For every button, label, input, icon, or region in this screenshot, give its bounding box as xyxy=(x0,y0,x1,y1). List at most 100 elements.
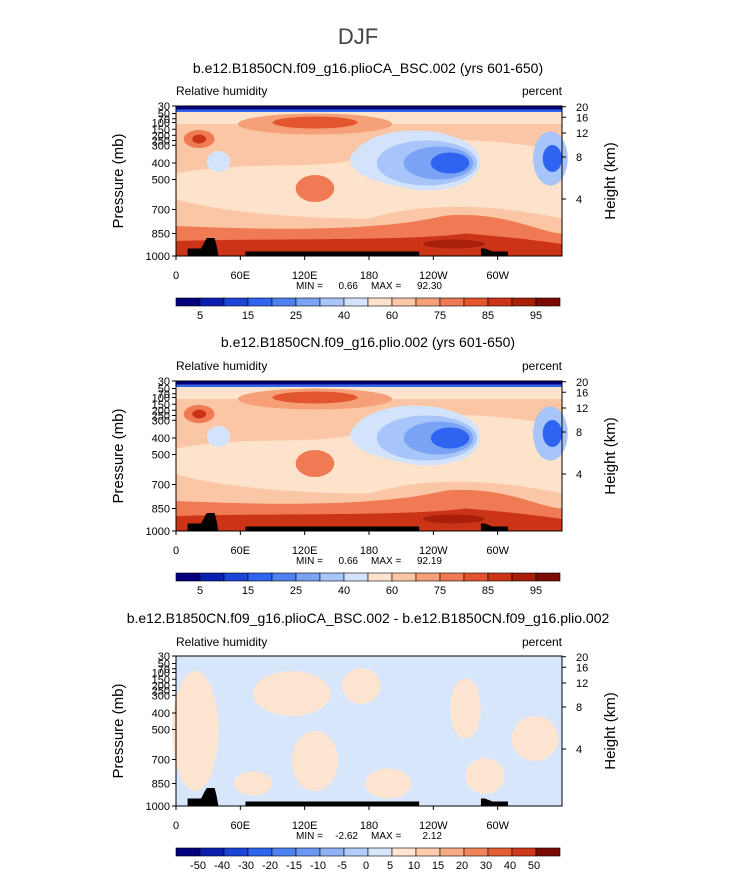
pressure-tick-label: 30 xyxy=(158,101,170,113)
pressure-tick-label: 100 xyxy=(152,668,170,680)
min-label: MIN = xyxy=(296,831,323,842)
height-tick-label: 8 xyxy=(576,152,582,164)
colorbar-label: -30 xyxy=(238,860,254,872)
colorbar-swatch xyxy=(295,847,321,857)
lon-tick-label: 60E xyxy=(231,270,251,282)
colorbar-swatch xyxy=(223,572,249,582)
field-contour xyxy=(176,106,562,110)
colorbar-label: 15 xyxy=(432,860,444,872)
colorbar-label: -40 xyxy=(214,860,230,872)
colorbar-label: 85 xyxy=(482,585,494,597)
colorbar-swatch xyxy=(367,297,393,307)
colorbar-label: -50 xyxy=(190,860,206,872)
height-tick-label: 12 xyxy=(576,678,588,690)
colorbar-swatch xyxy=(319,297,345,307)
field-contour xyxy=(176,384,562,387)
field-contour xyxy=(423,514,485,524)
max-value: 92.19 xyxy=(417,556,442,567)
units-label: percent xyxy=(522,359,563,373)
colorbar-swatch xyxy=(343,572,369,582)
pressure-tick-label: 1000 xyxy=(146,801,170,813)
pressure-tick-label: 50 xyxy=(158,659,170,671)
max-label: MAX = xyxy=(371,281,401,292)
field-contour xyxy=(176,109,562,112)
colorbar-label: 75 xyxy=(434,310,446,322)
pressure-tick-label: 200 xyxy=(152,130,170,142)
colorbar-label: 5 xyxy=(387,860,393,872)
field-contour xyxy=(450,678,481,739)
colorbar-swatch xyxy=(367,572,393,582)
pressure-tick-label: 300 xyxy=(152,415,170,427)
colorbar-label: 50 xyxy=(528,860,540,872)
height-tick-label: 4 xyxy=(576,744,582,756)
units-label: percent xyxy=(522,84,563,98)
pressure-tick-label: 100 xyxy=(152,118,170,130)
min-value: 0.66 xyxy=(339,556,359,567)
lon-tick-label: 120W xyxy=(419,270,448,282)
field-contour xyxy=(295,175,335,202)
field-contour xyxy=(542,145,562,172)
pressure-tick-label: 50 xyxy=(158,109,170,121)
colorbar-swatch xyxy=(439,572,465,582)
height-tick-label: 20 xyxy=(576,652,588,664)
min-label: MIN = xyxy=(296,556,323,567)
field-contour xyxy=(176,381,562,385)
lon-tick-label: 60W xyxy=(486,270,509,282)
height-tick-label: 16 xyxy=(576,662,588,674)
pressure-tick-label: 700 xyxy=(152,480,170,492)
colorbar-swatch xyxy=(199,297,225,307)
height-tick-label: 20 xyxy=(576,102,588,114)
colorbar-label: 10 xyxy=(408,860,420,872)
lon-tick-label: 180 xyxy=(360,545,378,557)
colorbar-label: 25 xyxy=(290,310,302,322)
pressure-tick-label: 150 xyxy=(152,124,170,136)
lon-tick-label: 120E xyxy=(292,270,318,282)
height-tick-label: 4 xyxy=(576,194,582,206)
panel-2: b.e12.B1850CN.f09_g16.plio.002 (yrs 601-… xyxy=(110,334,619,597)
pressure-tick-label: 70 xyxy=(158,664,170,676)
lon-tick-label: 60W xyxy=(486,820,509,832)
height-tick-label: 4 xyxy=(576,469,582,481)
max-label: MAX = xyxy=(371,831,401,842)
height-tick-label: 8 xyxy=(576,702,582,714)
y-axis-title: Pressure (mb) xyxy=(110,683,127,778)
height-tick-label: 20 xyxy=(576,377,588,389)
height-tick-label: 12 xyxy=(576,403,588,415)
y2-axis-title: Height (km) xyxy=(602,142,619,220)
colorbar-swatch xyxy=(223,847,249,857)
colorbar-swatch xyxy=(535,572,561,582)
colorbar-swatch xyxy=(391,297,417,307)
pressure-tick-label: 70 xyxy=(158,114,170,126)
field-contour xyxy=(192,134,207,144)
colorbar-swatch xyxy=(223,297,249,307)
colorbar-label: 30 xyxy=(480,860,492,872)
lon-tick-label: 60W xyxy=(486,545,509,557)
colorbar-label: 85 xyxy=(482,310,494,322)
colorbar-swatch xyxy=(487,572,513,582)
colorbar-swatch xyxy=(247,297,273,307)
colorbar-swatch xyxy=(511,847,537,857)
colorbar-label: 60 xyxy=(386,585,398,597)
colorbar-swatch xyxy=(343,847,369,857)
field-contour xyxy=(172,671,219,791)
lon-tick-label: 0 xyxy=(173,820,179,832)
height-tick-label: 8 xyxy=(576,427,582,439)
colorbar-swatch xyxy=(175,572,201,582)
colorbar-swatch xyxy=(319,847,345,857)
lon-tick-label: 60E xyxy=(231,545,251,557)
lon-tick-label: 180 xyxy=(360,820,378,832)
colorbar-swatch xyxy=(271,847,297,857)
colorbar-swatch xyxy=(391,572,417,582)
colorbar-swatch xyxy=(487,297,513,307)
colorbar-swatch xyxy=(463,847,489,857)
height-tick-label: 16 xyxy=(576,387,588,399)
panel-title: b.e12.B1850CN.f09_g16.plioCA_BSC.002 (yr… xyxy=(193,60,543,76)
pressure-tick-label: 150 xyxy=(152,674,170,686)
max-value: 2.12 xyxy=(423,831,443,842)
units-label: percent xyxy=(522,635,563,649)
pressure-tick-label: 250 xyxy=(152,686,170,698)
colorbar-label: -20 xyxy=(262,860,278,872)
pressure-tick-label: 250 xyxy=(152,411,170,423)
colorbar-swatch xyxy=(439,297,465,307)
